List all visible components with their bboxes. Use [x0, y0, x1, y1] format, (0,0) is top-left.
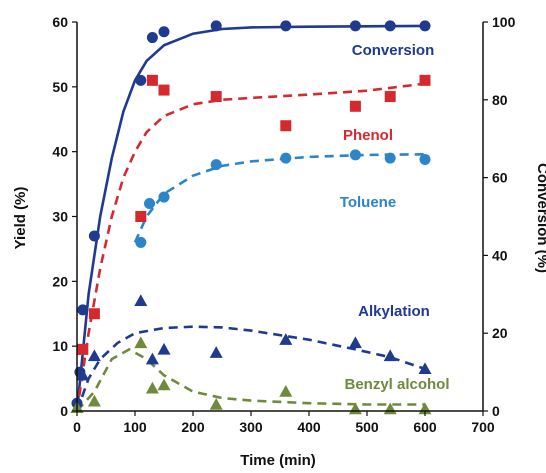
- phenol-point: [280, 120, 292, 132]
- alkylation-point: [279, 333, 293, 345]
- benzyl-alcohol-point: [279, 385, 293, 397]
- x-axis-label: Time (min): [240, 452, 316, 469]
- phenol-point: [77, 343, 89, 355]
- y-right-tick-label: 80: [492, 92, 508, 108]
- y-right-ticks: 0 20 40 60 80 100: [483, 14, 516, 419]
- y-left-tick-label: 20: [52, 273, 68, 289]
- phenol-point: [88, 308, 100, 320]
- toluene-point: [135, 236, 147, 248]
- conversion-series-label: Conversion: [352, 42, 435, 59]
- alkylation-point: [134, 294, 148, 306]
- y-right-tick-label: 40: [492, 247, 508, 263]
- toluene-point: [144, 198, 155, 210]
- conversion-fit-line: [75, 24, 426, 412]
- phenol-point: [135, 211, 147, 222]
- alkylation-fit-line: [75, 325, 426, 412]
- alkylation-point: [157, 342, 171, 355]
- conversion-point: [158, 26, 170, 38]
- benzyl-alcohol-point: [209, 398, 223, 410]
- alkylation-point: [418, 362, 432, 375]
- toluene-point: [280, 152, 292, 164]
- toluene-fit-line: [133, 153, 426, 243]
- x-tick-label: 400: [297, 419, 321, 435]
- fit-lines: [75, 24, 426, 412]
- phenol-point: [146, 74, 158, 86]
- toluene-point: [158, 191, 170, 203]
- toluene-point: [419, 153, 431, 165]
- series-labels: Conversion Phenol Toluene Alkylation Benzyl …: [340, 42, 450, 393]
- phenol-point: [419, 74, 431, 86]
- benzyl-alcohol-point: [145, 381, 159, 394]
- phenol-point: [384, 91, 396, 103]
- phenol-point: [349, 100, 361, 112]
- y-left-tick-label: 30: [52, 209, 68, 225]
- toluene-point: [384, 152, 396, 164]
- conversion-point: [77, 304, 89, 316]
- x-tick-label: 600: [413, 419, 437, 435]
- y-left-tick-label: 10: [52, 338, 68, 354]
- x-tick-label: 200: [181, 419, 205, 435]
- y-left-tick-label: 0: [60, 403, 68, 419]
- alkylation-point: [383, 349, 397, 362]
- x-tick-label: 100: [123, 419, 147, 435]
- phenol-series-label: Phenol: [343, 127, 393, 144]
- conversion-point: [88, 230, 100, 242]
- benzyl-alcohol-point: [157, 378, 171, 391]
- x-tick-label: 300: [239, 419, 263, 435]
- benzyl-alcohol-series-label: Benzyl alcohol: [344, 376, 449, 393]
- phenol-fit-line: [75, 82, 426, 412]
- conversion-point: [419, 20, 431, 32]
- toluene-point: [349, 149, 361, 161]
- benzyl-alcohol-point: [87, 394, 101, 407]
- phenol-point: [158, 84, 170, 96]
- y-right-tick-label: 0: [492, 403, 500, 419]
- conversion-point: [280, 20, 292, 32]
- alkylation-point: [145, 352, 159, 365]
- y-left-tick-label: 50: [52, 79, 68, 95]
- x-tick-label: 0: [73, 419, 81, 435]
- conversion-point: [210, 20, 222, 32]
- conversion-point: [135, 74, 147, 86]
- y-right-tick-label: 20: [492, 325, 508, 341]
- y-left-ticks: 0 10 20 30 40 50 60: [52, 14, 77, 419]
- alkylation-point: [348, 336, 362, 349]
- y-axis-left-label: Yield (%): [12, 187, 29, 250]
- toluene-point: [210, 159, 222, 171]
- conversion-point: [384, 20, 396, 32]
- alkylation-point: [209, 346, 223, 358]
- x-tick-label: 500: [355, 419, 379, 435]
- alkylation-point: [76, 368, 90, 381]
- x-ticks: 0 100 200 300 400 500 600 700: [73, 411, 495, 435]
- y-right-tick-label: 60: [492, 170, 508, 186]
- benzyl-alcohol-point: [134, 336, 148, 349]
- x-tick-label: 700: [471, 419, 495, 435]
- toluene-series-label: Toluene: [340, 194, 396, 211]
- phenol-point: [210, 91, 222, 103]
- conversion-point: [146, 32, 158, 44]
- y-right-tick-label: 100: [492, 14, 516, 30]
- benzyl-alcohol-fit-line: [76, 347, 425, 412]
- alkylation-series-label: Alkylation: [358, 303, 430, 320]
- conversion-point: [349, 20, 361, 32]
- y-left-tick-label: 40: [52, 144, 68, 160]
- y-axis-right-label: Conversion (%): [534, 163, 546, 273]
- alkylation-point: [87, 349, 101, 362]
- y-left-tick-label: 60: [52, 14, 68, 30]
